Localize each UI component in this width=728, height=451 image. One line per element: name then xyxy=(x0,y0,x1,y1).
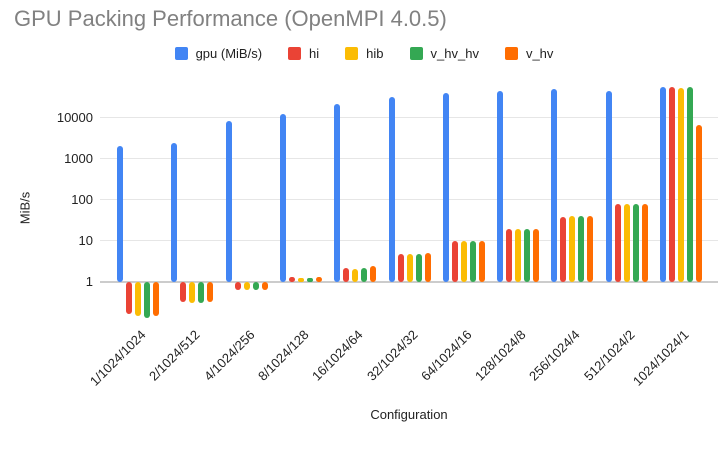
y-axis-tick-label: 10 xyxy=(78,232,93,248)
bar-hib-256-1024-4[interactable] xyxy=(569,215,576,282)
gridline xyxy=(100,240,718,242)
bar-v_hv-256-1024-4[interactable] xyxy=(587,216,594,282)
legend-item-gpu-mib-s[interactable]: gpu (MiB/s) xyxy=(174,45,263,61)
legend-swatch-v_hv_hv xyxy=(409,46,423,60)
bar-v_hv-16-1024-64[interactable] xyxy=(370,266,377,282)
bar-gpu-mib-s-32-1024-32[interactable] xyxy=(388,97,395,282)
bar-hi-64-1024-16[interactable] xyxy=(451,240,458,282)
bar-v_hv-2-1024-512[interactable] xyxy=(207,281,214,303)
bar-v_hv-4-1024-256[interactable] xyxy=(261,281,268,290)
bar-hib-32-1024-32[interactable] xyxy=(406,253,413,282)
bar-hi-4-1024-256[interactable] xyxy=(234,281,241,290)
bar-v_hv-32-1024-32[interactable] xyxy=(424,253,431,282)
bar-v_hv_hv-128-1024-8[interactable] xyxy=(524,228,531,282)
bar-v_hv-1-1024-1024[interactable] xyxy=(153,281,160,317)
bar-v_hv_hv-512-1024-2[interactable] xyxy=(632,204,639,282)
bar-gpu-mib-s-2-1024-512[interactable] xyxy=(171,142,178,282)
bar-v_hv-1024-1024-1[interactable] xyxy=(695,125,702,282)
bar-hib-1024-1024-1[interactable] xyxy=(677,88,684,282)
bar-v_hv_hv-2-1024-512[interactable] xyxy=(198,281,205,304)
legend-item-v_hv_hv[interactable]: v_hv_hv xyxy=(409,45,479,61)
bar-hib-4-1024-256[interactable] xyxy=(243,281,250,291)
bar-v_hv-128-1024-8[interactable] xyxy=(533,229,540,282)
legend-swatch-hi xyxy=(288,46,302,60)
gridline xyxy=(100,158,718,160)
bar-v_hv-64-1024-16[interactable] xyxy=(478,240,485,282)
bar-v_hv_hv-32-1024-32[interactable] xyxy=(415,253,422,282)
bar-gpu-mib-s-1-1024-1024[interactable] xyxy=(117,145,124,282)
bar-v_hv-512-1024-2[interactable] xyxy=(641,204,648,282)
bar-gpu-mib-s-64-1024-16[interactable] xyxy=(442,92,449,282)
gridline xyxy=(100,199,718,201)
bar-v_hv_hv-8-1024-128[interactable] xyxy=(306,277,313,282)
bar-v_hv_hv-1-1024-1024[interactable] xyxy=(144,281,151,318)
bar-hi-256-1024-4[interactable] xyxy=(560,216,567,282)
bar-v_hv-8-1024-128[interactable] xyxy=(315,277,322,282)
bar-hib-64-1024-16[interactable] xyxy=(460,240,467,282)
bar-hi-128-1024-8[interactable] xyxy=(506,229,513,282)
legend-label: hib xyxy=(366,45,384,61)
x-axis-title: Configuration xyxy=(370,407,448,422)
y-axis-tick-label: 1000 xyxy=(64,150,93,166)
y-axis-tick-label: 1 xyxy=(85,273,93,289)
bar-hib-128-1024-8[interactable] xyxy=(515,229,522,282)
bar-gpu-mib-s-1024-1024-1[interactable] xyxy=(659,87,666,282)
bar-hib-8-1024-128[interactable] xyxy=(297,277,304,282)
plot-area xyxy=(100,85,718,323)
bar-gpu-mib-s-128-1024-8[interactable] xyxy=(497,90,504,282)
legend-swatch-hib xyxy=(345,46,359,60)
bar-v_hv_hv-64-1024-16[interactable] xyxy=(469,240,476,282)
gridline xyxy=(100,117,718,119)
y-axis-tick-label: 100 xyxy=(71,191,93,207)
bar-hi-1-1024-1024[interactable] xyxy=(126,281,133,314)
bar-hi-32-1024-32[interactable] xyxy=(397,254,404,282)
bar-gpu-mib-s-512-1024-2[interactable] xyxy=(605,90,612,282)
bar-hib-16-1024-64[interactable] xyxy=(352,268,359,282)
legend: gpu (MiB/s) hi hib v_hv_hv v_hv xyxy=(0,44,728,62)
bar-v_hv_hv-256-1024-4[interactable] xyxy=(578,216,585,282)
bar-gpu-mib-s-256-1024-4[interactable] xyxy=(551,89,558,282)
bar-hib-2-1024-512[interactable] xyxy=(189,281,196,303)
bar-v_hv_hv-16-1024-64[interactable] xyxy=(361,267,368,282)
legend-label: v_hv xyxy=(525,45,554,61)
y-axis-tick-label: 10000 xyxy=(56,109,93,125)
bar-hib-512-1024-2[interactable] xyxy=(623,203,630,282)
legend-swatch-gpu-mib-s xyxy=(174,46,188,60)
legend-item-hi[interactable]: hi xyxy=(288,46,319,61)
bar-hi-16-1024-64[interactable] xyxy=(343,267,350,282)
bar-hi-8-1024-128[interactable] xyxy=(288,277,295,282)
legend-item-v_hv[interactable]: v_hv xyxy=(504,45,554,61)
chart-title: GPU Packing Performance (OpenMPI 4.0.5) xyxy=(14,6,447,31)
legend-label: v_hv_hv xyxy=(430,45,479,61)
legend-swatch-v_hv xyxy=(504,46,518,60)
legend-label: gpu (MiB/s) xyxy=(195,45,263,61)
legend-label: hi xyxy=(309,45,320,61)
bar-gpu-mib-s-4-1024-256[interactable] xyxy=(225,121,232,282)
bar-hi-1024-1024-1[interactable] xyxy=(668,87,675,282)
bar-gpu-mib-s-16-1024-64[interactable] xyxy=(334,103,341,282)
axis-baseline xyxy=(100,280,718,283)
bar-v_hv_hv-1024-1024-1[interactable] xyxy=(686,86,693,282)
bar-v_hv_hv-4-1024-256[interactable] xyxy=(252,281,259,291)
bar-hib-1-1024-1024[interactable] xyxy=(135,281,142,317)
bar-gpu-mib-s-8-1024-128[interactable] xyxy=(279,113,286,282)
legend-item-hib[interactable]: hib xyxy=(345,45,384,61)
bar-hi-2-1024-512[interactable] xyxy=(180,281,187,303)
bar-hi-512-1024-2[interactable] xyxy=(614,204,621,282)
